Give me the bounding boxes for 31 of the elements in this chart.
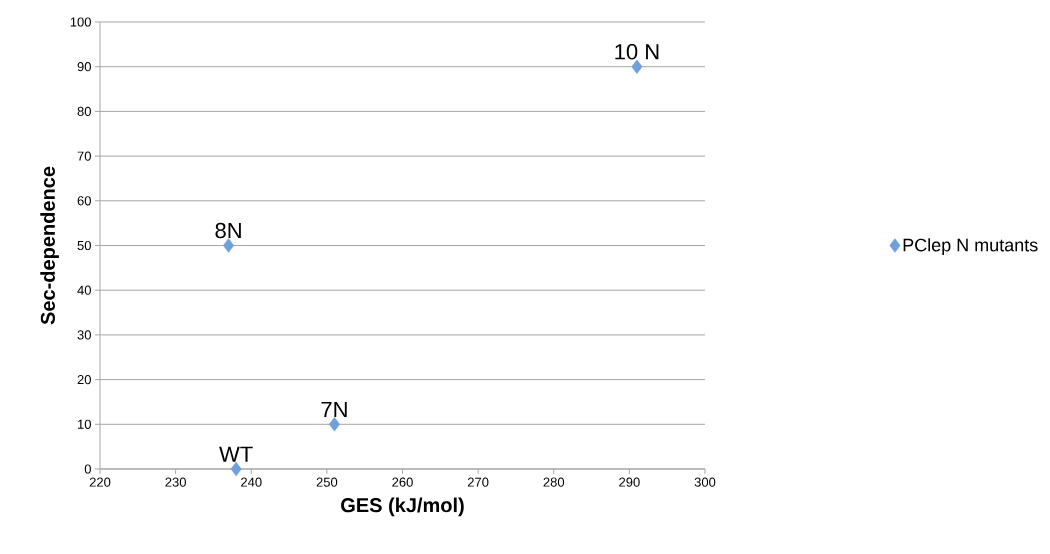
x-tick-label: 220 bbox=[89, 477, 111, 487]
point bbox=[230, 461, 242, 477]
x-axis-title: GES (kJ/mol) bbox=[341, 497, 464, 517]
y-tick-label: 50 bbox=[77, 240, 91, 251]
y-tick-label: 100 bbox=[70, 17, 91, 27]
x-tick-label: 300 bbox=[694, 477, 716, 487]
y-tick-label: 70 bbox=[77, 151, 91, 161]
x-tick-label: 270 bbox=[467, 477, 489, 487]
x-tick-label: 290 bbox=[619, 477, 640, 487]
x-tick-label: 240 bbox=[241, 477, 262, 487]
y-tick-label: 10 bbox=[78, 419, 91, 429]
y-tick-label: 30 bbox=[77, 330, 91, 340]
point bbox=[223, 238, 235, 253]
y-tick-label: 20 bbox=[77, 374, 91, 385]
annotation: 8N bbox=[215, 222, 241, 239]
x-tick-label: 250 bbox=[316, 477, 338, 487]
y-tick-label: 40 bbox=[77, 285, 91, 295]
annotation: WT bbox=[219, 446, 253, 462]
y-tick-label: 90 bbox=[77, 62, 91, 72]
annotation: 10 N bbox=[615, 43, 659, 60]
x-tick-label: 280 bbox=[543, 477, 565, 487]
point bbox=[328, 417, 340, 432]
annotation: 7N bbox=[321, 401, 347, 418]
point bbox=[631, 59, 643, 74]
y-tick-label: 0 bbox=[84, 464, 91, 474]
legend-label: PClep N mutants bbox=[903, 238, 1038, 255]
y-tick-label: 60 bbox=[77, 196, 91, 206]
x-tick-label: 260 bbox=[392, 477, 413, 487]
y-tick-label: 80 bbox=[77, 106, 91, 116]
x-tick-label: 230 bbox=[165, 477, 186, 487]
y-axis-title: Sec-dependence bbox=[40, 166, 59, 325]
